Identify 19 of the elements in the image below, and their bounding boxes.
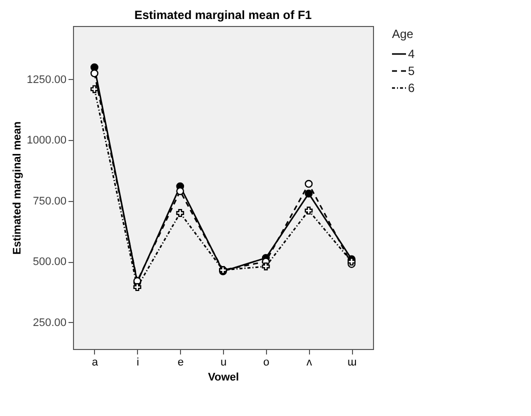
x-tick-label: a [92,356,99,368]
x-tick-label: ʌ [306,356,312,368]
y-axis-title: Estimated marginal mean [12,121,24,255]
legend-label: 6 [408,81,415,95]
x-tick-label: e [178,356,184,368]
x-tick-label: u [220,356,227,368]
y-tick-label: 750.00 [32,195,66,208]
y-tick-label: 1000.00 [26,134,66,147]
legend-title: Age [392,27,414,41]
x-tick-label: i [136,356,140,368]
x-tick-label: o [263,356,270,368]
y-tick-label: 500.00 [32,256,66,268]
x-axis-title: Vowel [208,372,239,384]
chart-title: Estimated marginal mean of F1 [134,8,312,22]
y-tick-label: 1250.00 [26,74,66,86]
legend-label: 4 [408,47,415,61]
y-tick-label: 250.00 [32,316,66,329]
x-tick-label: ɯ [347,356,357,368]
legend-label: 5 [408,64,415,78]
